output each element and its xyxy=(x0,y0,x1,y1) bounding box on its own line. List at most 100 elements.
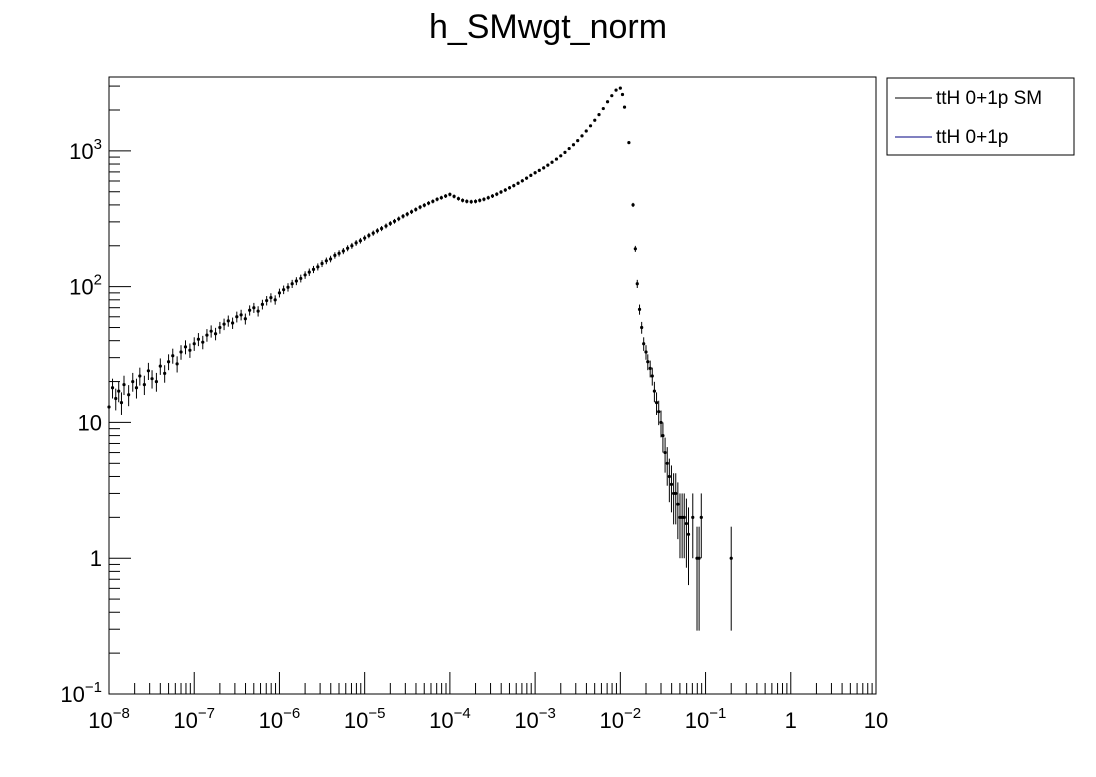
data-point xyxy=(350,244,354,248)
data-point xyxy=(439,196,443,200)
data-point xyxy=(243,317,247,321)
data-point xyxy=(580,134,584,138)
data-point xyxy=(659,420,663,425)
data-point xyxy=(637,307,642,311)
data-point xyxy=(303,273,307,277)
data-point xyxy=(422,203,426,207)
data-point xyxy=(414,207,418,212)
data-point xyxy=(691,515,695,519)
data-point xyxy=(171,354,175,358)
data-point xyxy=(620,92,625,97)
data-point xyxy=(503,188,507,192)
data-point xyxy=(435,197,439,201)
data-point xyxy=(593,118,597,122)
data-point xyxy=(663,450,667,455)
data-point xyxy=(122,382,126,387)
data-point xyxy=(661,433,665,438)
data-point xyxy=(307,270,311,274)
data-point xyxy=(265,298,269,303)
data-point xyxy=(640,325,644,330)
data-point xyxy=(175,362,179,366)
data-point xyxy=(324,259,328,263)
data-point xyxy=(252,306,256,310)
x-tick-label: 10−8 xyxy=(88,705,130,733)
data-point xyxy=(158,364,162,368)
data-point xyxy=(431,199,435,203)
data-point xyxy=(405,212,409,216)
data-point xyxy=(597,112,601,117)
data-point xyxy=(627,141,631,145)
data-point xyxy=(499,190,503,194)
data-point xyxy=(482,197,486,201)
data-point xyxy=(114,396,118,401)
data-point xyxy=(205,333,209,337)
data-point xyxy=(239,313,243,317)
data-point xyxy=(119,400,124,405)
data-point xyxy=(286,285,290,289)
data-point xyxy=(150,377,154,381)
data-point xyxy=(669,482,674,486)
data-point xyxy=(230,321,235,325)
data-point xyxy=(409,210,414,214)
data-point xyxy=(478,198,482,202)
data-point xyxy=(648,366,652,371)
data-point xyxy=(642,342,646,346)
data-point xyxy=(676,502,680,506)
plot-frame xyxy=(108,76,877,695)
x-tick-label: 10−3 xyxy=(514,705,556,733)
data-point xyxy=(218,325,222,330)
data-point xyxy=(269,296,273,300)
data-point xyxy=(117,389,121,393)
data-point xyxy=(110,386,115,390)
data-point xyxy=(667,474,671,479)
data-point xyxy=(448,192,452,197)
data-point xyxy=(273,298,277,302)
y-tick-label: 10−1 xyxy=(60,679,102,707)
data-point xyxy=(248,308,252,312)
data-point xyxy=(260,302,265,307)
x-tick-label: 10 xyxy=(864,708,888,733)
data-point xyxy=(213,332,218,336)
data-point xyxy=(146,369,151,373)
data-point xyxy=(209,329,213,333)
data-point xyxy=(138,374,142,378)
data-point xyxy=(154,379,159,384)
data-point xyxy=(537,168,541,173)
data-point xyxy=(520,179,524,183)
data-point xyxy=(584,129,588,133)
x-tick-label: 10−4 xyxy=(429,705,471,733)
data-point xyxy=(644,350,648,354)
data-point xyxy=(550,160,554,164)
chart-title: h_SMwgt_norm xyxy=(429,8,667,46)
data-point xyxy=(107,405,111,409)
data-point xyxy=(201,340,205,344)
data-point xyxy=(684,521,689,526)
data-point xyxy=(614,88,618,92)
data-point xyxy=(142,382,146,387)
data-point xyxy=(665,461,669,465)
data-point xyxy=(294,279,298,283)
data-points xyxy=(107,86,733,631)
data-point xyxy=(316,265,320,269)
data-point xyxy=(358,239,362,243)
data-point xyxy=(226,319,230,323)
data-point xyxy=(529,173,533,177)
data-point xyxy=(465,199,469,203)
data-point xyxy=(622,105,627,109)
data-point xyxy=(333,253,337,257)
data-point xyxy=(588,124,593,128)
data-point xyxy=(542,166,546,170)
x-axis-ticks xyxy=(108,672,877,694)
data-point xyxy=(367,233,371,238)
data-point xyxy=(418,205,422,209)
data-point xyxy=(533,171,537,175)
data-point xyxy=(697,556,701,560)
data-point xyxy=(654,400,659,405)
data-point xyxy=(379,226,384,231)
y-tick-label: 102 xyxy=(69,272,102,300)
data-point xyxy=(605,100,610,104)
data-point xyxy=(196,337,201,341)
data-point xyxy=(188,348,192,352)
data-point xyxy=(179,350,183,354)
data-point xyxy=(388,221,392,226)
